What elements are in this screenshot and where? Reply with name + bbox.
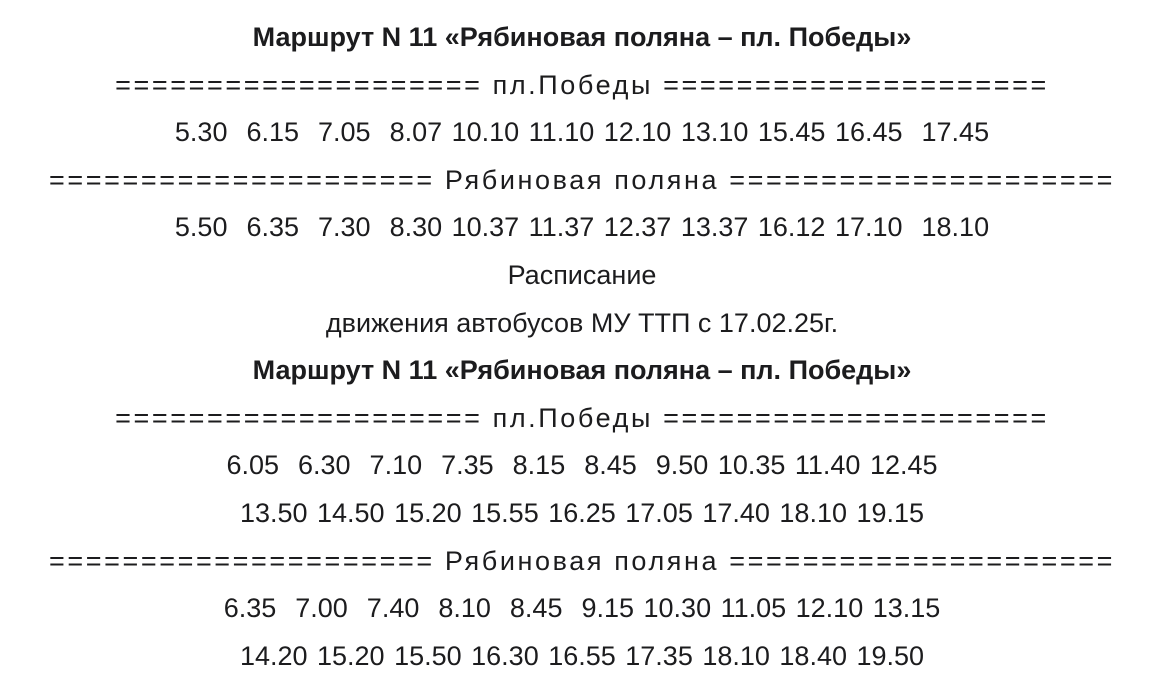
times-row: 5.50 6.35 7.30 8.30 10.37 11.37 12.37 13…	[174, 212, 990, 243]
direction-header-ryabinovaya: ===================== Рябиновая поляна =…	[49, 164, 1115, 195]
route-title: Маршрут N 11 «Рябиновая поляна – пл. Поб…	[252, 355, 912, 386]
times-row: 6.05 6.30 7.10 7.35 8.15 8.45 9.50 10.35…	[226, 450, 938, 481]
times-row: 14.20 15.20 15.50 16.30 16.55 17.35 18.1…	[239, 640, 925, 671]
schedule-caption-date: движения автобусов МУ ТТП с 17.02.25г.	[325, 307, 839, 338]
times-row: 13.50 14.50 15.20 15.55 16.25 17.05 17.4…	[239, 497, 925, 528]
times-row: 5.30 6.15 7.05 8.07 10.10 11.10 12.10 13…	[174, 117, 990, 148]
direction-header-ryabinovaya: ===================== Рябиновая поляна =…	[49, 545, 1115, 576]
schedule-caption: Расписание	[507, 259, 657, 290]
direction-header-pobedy: ==================== пл.Победы =========…	[115, 402, 1049, 433]
route-title: Маршрут N 11 «Рябиновая поляна – пл. Поб…	[252, 22, 912, 52]
times-row: 6.35 7.00 7.40 8.10 8.45 9.15 10.30 11.0…	[223, 593, 941, 624]
direction-header-pobedy: ==================== пл.Победы =========…	[115, 69, 1049, 100]
